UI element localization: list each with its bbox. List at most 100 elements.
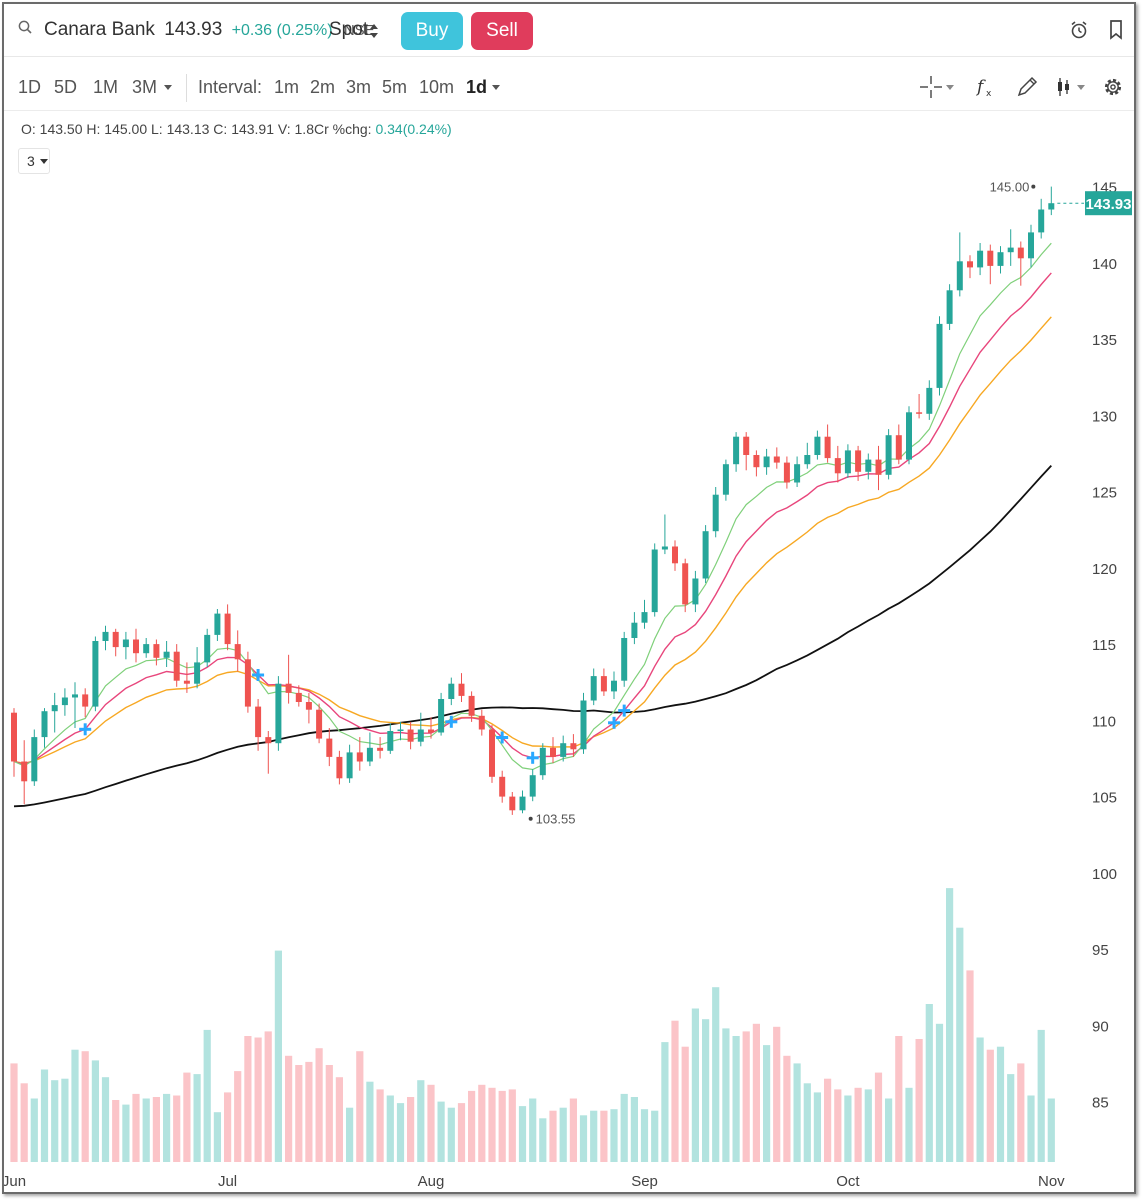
volume-bar bbox=[813, 1092, 821, 1162]
interval-1m[interactable]: 1m bbox=[274, 77, 300, 97]
range-1d[interactable]: 1D bbox=[18, 77, 42, 97]
volume-bar bbox=[61, 1078, 69, 1162]
bookmark-icon[interactable] bbox=[1109, 20, 1123, 40]
high-label: H: bbox=[86, 121, 101, 137]
sell-button[interactable]: Sell bbox=[471, 12, 533, 50]
interval-caret-icon[interactable] bbox=[492, 85, 500, 90]
volume-bar bbox=[101, 1077, 110, 1162]
candle bbox=[722, 464, 729, 495]
volume-bar bbox=[447, 1107, 455, 1162]
interval-5m[interactable]: 5m bbox=[382, 77, 408, 97]
y-tick-label: 110 bbox=[1092, 713, 1116, 730]
signal-marker bbox=[526, 751, 539, 764]
candle bbox=[92, 641, 99, 707]
range-3m[interactable]: 3M bbox=[132, 77, 158, 97]
range-caret-icon[interactable] bbox=[164, 85, 172, 90]
volume-bar bbox=[112, 1100, 120, 1162]
volume-bar bbox=[518, 1106, 527, 1162]
last-price-tag bbox=[1085, 191, 1132, 216]
volume-bar bbox=[671, 1020, 679, 1162]
volume-bar bbox=[305, 1061, 313, 1162]
volume-bar bbox=[956, 927, 964, 1162]
volume-bar bbox=[264, 1031, 272, 1162]
y-tick-label: 90 bbox=[1092, 1018, 1109, 1035]
volume-bar bbox=[803, 1083, 811, 1162]
candle-type-caret-icon[interactable] bbox=[1077, 85, 1085, 90]
candle bbox=[753, 455, 760, 468]
interval-2m[interactable]: 2m bbox=[310, 77, 336, 97]
symbol-name[interactable]: Canara Bank bbox=[44, 19, 155, 40]
chevron-updown-icon[interactable] bbox=[369, 22, 379, 40]
candle bbox=[834, 458, 841, 474]
volume-bar bbox=[30, 1098, 38, 1162]
gear-icon[interactable] bbox=[1100, 74, 1126, 100]
toolbar-divider bbox=[186, 74, 187, 102]
signal-marker bbox=[79, 723, 92, 736]
range-1m[interactable]: 1M bbox=[93, 77, 119, 97]
volume-bar bbox=[681, 1046, 689, 1162]
y-tick-label: 130 bbox=[1092, 408, 1117, 425]
crosshair-caret-icon[interactable] bbox=[946, 85, 954, 90]
candle bbox=[387, 731, 394, 751]
crosshair-icon[interactable] bbox=[918, 74, 944, 100]
search-icon[interactable] bbox=[18, 20, 32, 34]
indicator-count-dropdown[interactable]: 3 bbox=[18, 148, 50, 174]
y-tick-label: 135 bbox=[1092, 332, 1117, 349]
volume-bar bbox=[173, 1095, 181, 1162]
candle bbox=[885, 435, 892, 475]
volume-bar bbox=[773, 1026, 781, 1162]
candle bbox=[865, 459, 872, 472]
interval-10m[interactable]: 10m bbox=[419, 77, 455, 97]
candle bbox=[438, 699, 445, 733]
y-tick-label: 115 bbox=[1092, 637, 1116, 654]
volume-bar bbox=[295, 1065, 303, 1162]
candle bbox=[936, 323, 943, 388]
ema-orange-line bbox=[13, 316, 1052, 765]
high-marker-label: 145.00 bbox=[990, 180, 1030, 195]
candle bbox=[61, 697, 68, 706]
segment-select[interactable]: Spot bbox=[329, 19, 369, 40]
volume-bar bbox=[640, 1109, 649, 1162]
volume-bar bbox=[986, 1049, 994, 1162]
candle bbox=[611, 680, 617, 692]
alarm-icon[interactable] bbox=[1070, 20, 1088, 40]
candle bbox=[407, 729, 414, 742]
draw-pencil-icon[interactable] bbox=[1014, 74, 1040, 100]
signal-marker bbox=[445, 715, 458, 728]
candle bbox=[326, 738, 333, 757]
interval-1d[interactable]: 1d bbox=[466, 77, 488, 97]
x-tick-label: Oct bbox=[836, 1173, 860, 1190]
svg-text:f: f bbox=[975, 77, 986, 97]
volume-bar bbox=[895, 1036, 903, 1162]
candle bbox=[122, 639, 129, 648]
low-marker-dot bbox=[528, 816, 533, 821]
candle bbox=[31, 737, 38, 782]
volume-bar bbox=[996, 1046, 1005, 1162]
range-5d[interactable]: 5D bbox=[54, 77, 78, 97]
candle bbox=[895, 435, 902, 460]
volume-bar bbox=[244, 1036, 252, 1162]
last-price: 143.93 bbox=[164, 19, 223, 40]
volume-bar bbox=[966, 970, 974, 1162]
candle bbox=[804, 455, 811, 465]
candle bbox=[997, 252, 1004, 266]
candle bbox=[539, 747, 546, 776]
signal-marker bbox=[608, 716, 621, 729]
high-marker-dot bbox=[1031, 184, 1036, 189]
function-icon[interactable]: f x bbox=[972, 74, 998, 100]
candle bbox=[275, 683, 282, 744]
symbol-info[interactable]: Canara Bank 143.93 +0.36 (0.25%) NSE bbox=[44, 19, 375, 41]
buy-button[interactable]: Buy bbox=[401, 12, 463, 50]
indicator-caret-icon[interactable] bbox=[40, 159, 48, 164]
candle bbox=[661, 546, 668, 550]
interval-3m[interactable]: 3m bbox=[346, 77, 372, 97]
candle bbox=[499, 776, 506, 797]
volume-bar bbox=[1047, 1098, 1055, 1162]
volume-bar bbox=[234, 1071, 242, 1162]
y-tick-label: 120 bbox=[1092, 561, 1117, 578]
volume-bar bbox=[539, 1118, 547, 1162]
volume-bar bbox=[946, 888, 954, 1162]
candle-type-icon[interactable] bbox=[1052, 74, 1078, 100]
candle bbox=[143, 644, 150, 654]
